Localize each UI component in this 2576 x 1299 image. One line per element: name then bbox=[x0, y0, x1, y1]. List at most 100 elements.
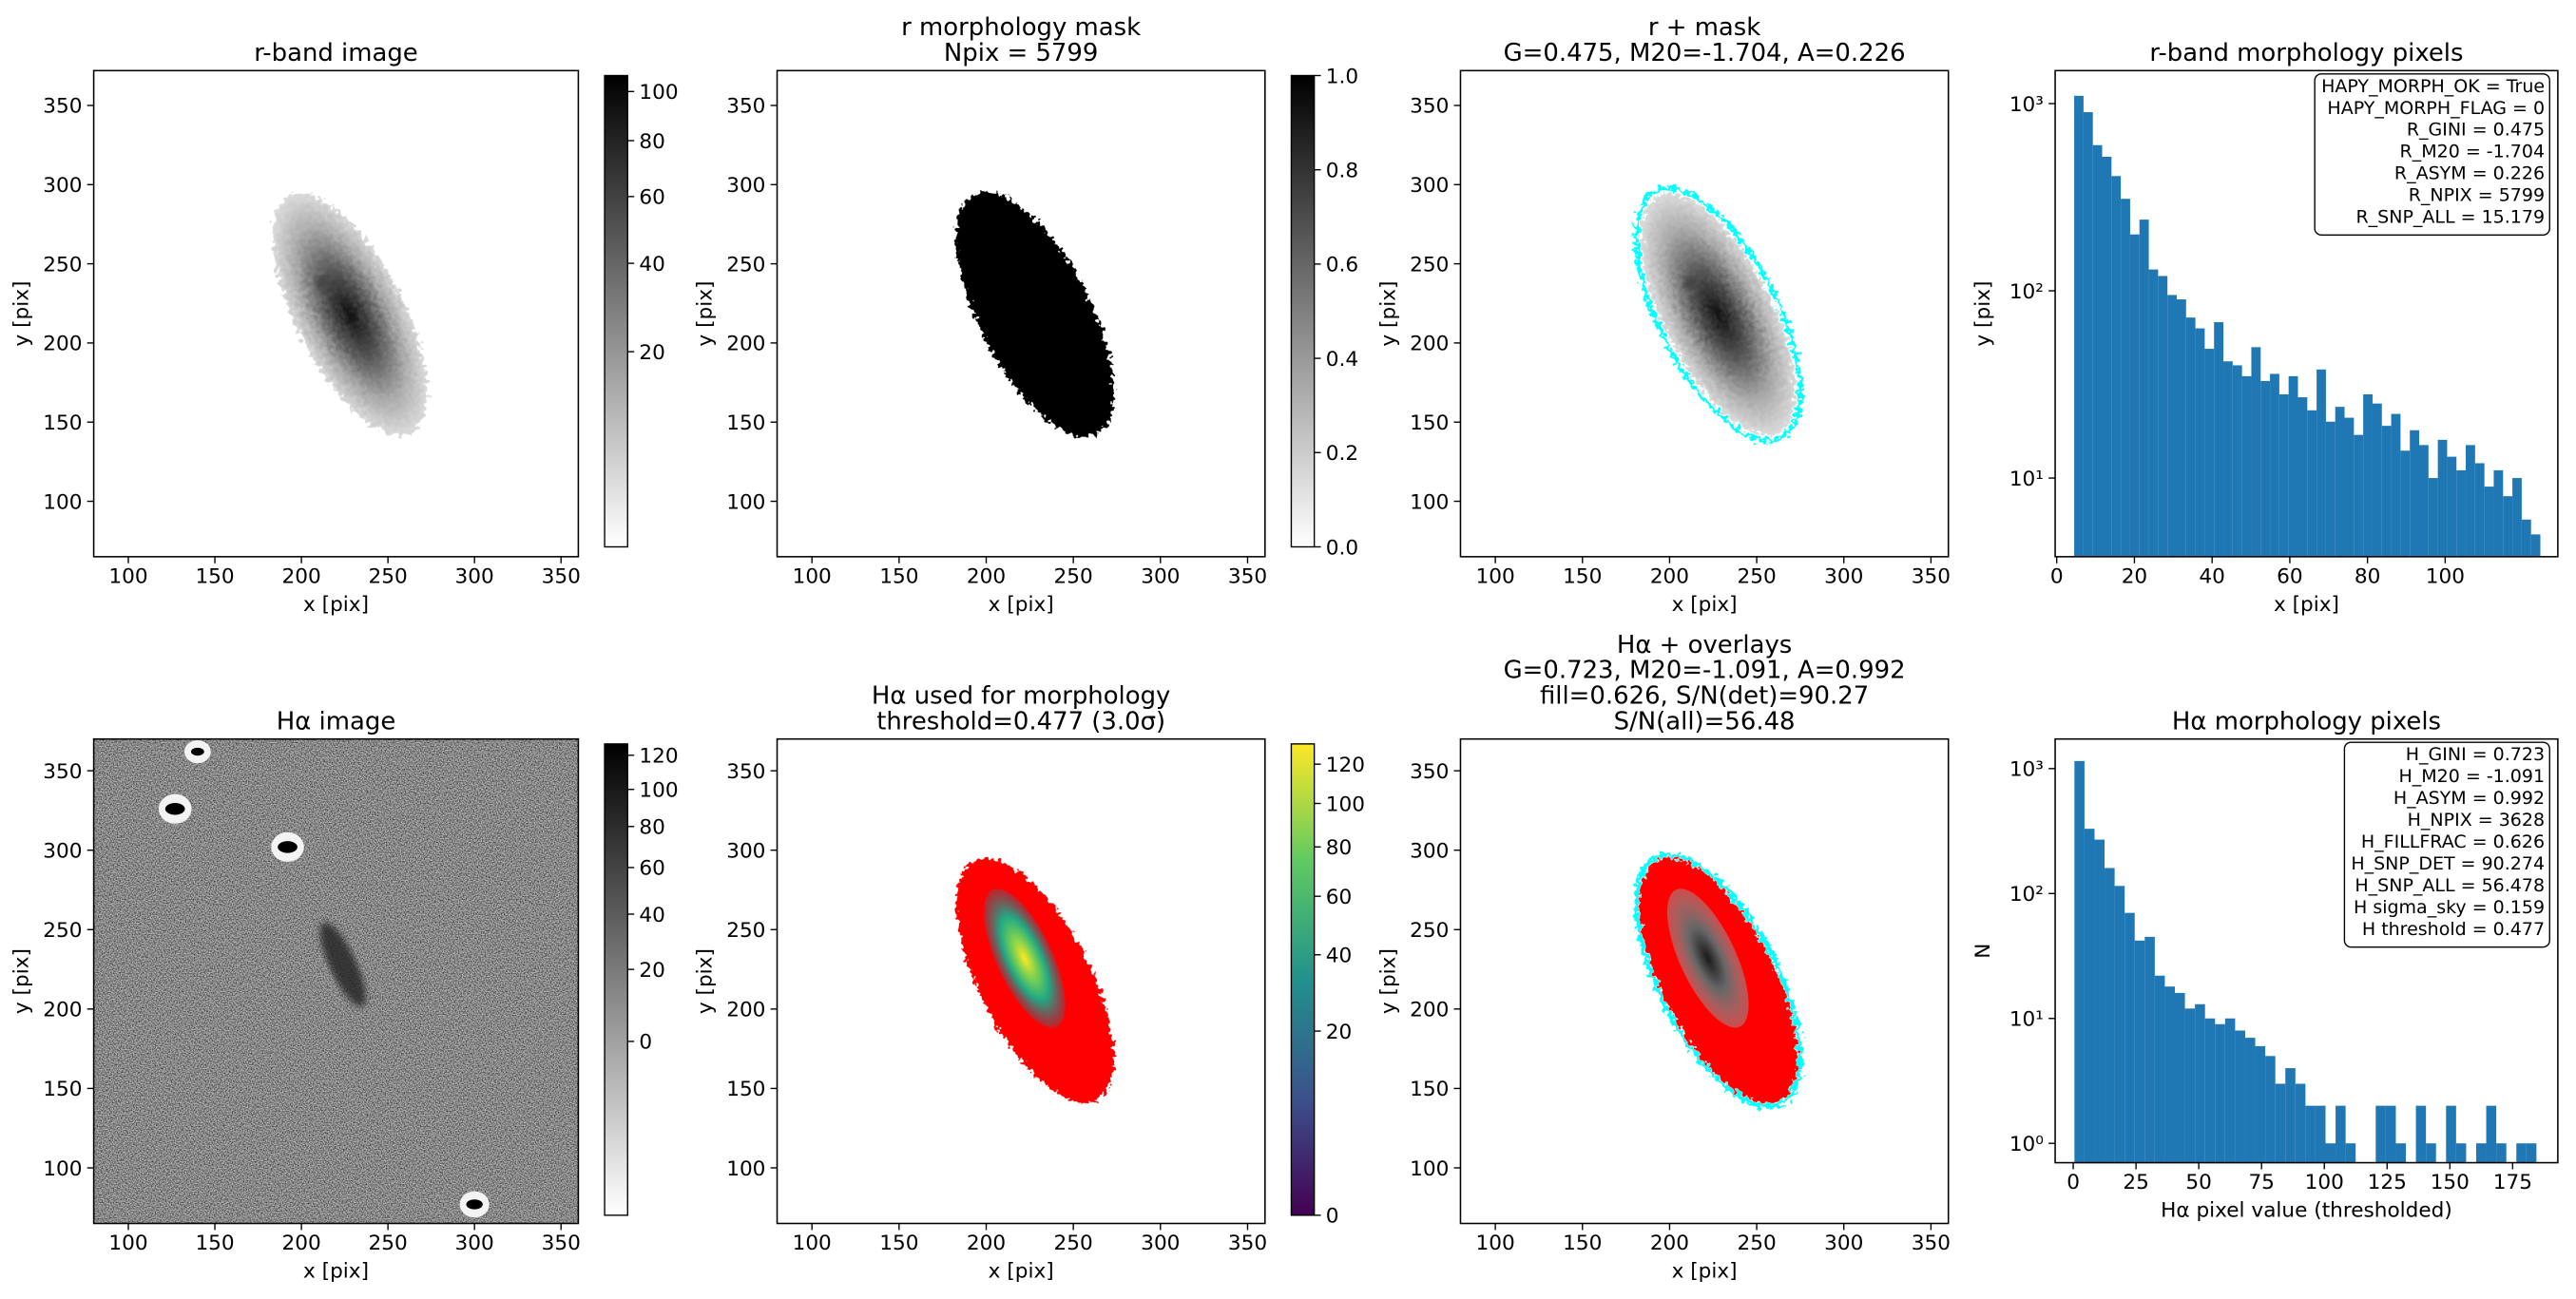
mask-contour bbox=[1634, 186, 1803, 443]
x-tick-label: 200 bbox=[967, 1232, 1006, 1255]
panel-title: S/N(all)=56.48 bbox=[1614, 707, 1796, 735]
star bbox=[466, 1199, 483, 1210]
histogram-bar bbox=[2223, 361, 2233, 557]
panel: 100 150 200 250 300 350 100 150 200 250 300 350 x [p… bbox=[693, 13, 1358, 617]
colorbar bbox=[1290, 743, 1316, 1216]
x-tick-label: 150 bbox=[2431, 1171, 2470, 1194]
star bbox=[164, 803, 185, 815]
y-tick-label: 250 bbox=[1410, 919, 1449, 943]
x-tick-label: 0 bbox=[2067, 1171, 2080, 1194]
panel-title: Hα image bbox=[277, 707, 395, 735]
y-tick-label: 150 bbox=[1410, 411, 1449, 435]
histogram-bar bbox=[2455, 1143, 2467, 1163]
y-tick-label: 250 bbox=[43, 919, 82, 943]
y-tick-label: 200 bbox=[43, 999, 82, 1022]
histogram-bar bbox=[2516, 1143, 2527, 1163]
x-tick-label: 350 bbox=[542, 565, 581, 589]
colorbar-tick-label: 20 bbox=[639, 341, 664, 365]
y-axis-label: y [pix] bbox=[1376, 281, 1400, 347]
histogram-bar bbox=[2278, 393, 2289, 557]
colorbar-tick-label: 20 bbox=[639, 959, 664, 983]
x-axis-label: x [pix] bbox=[989, 1260, 1054, 1284]
plot-area bbox=[777, 70, 1265, 557]
colorbar-tick-label: 100 bbox=[1326, 793, 1365, 816]
axes-frame bbox=[2054, 69, 2559, 558]
y-tick-label: 10³ bbox=[2009, 758, 2044, 782]
y-tick-label: 250 bbox=[726, 253, 765, 277]
histogram-bar bbox=[2124, 912, 2135, 1163]
histogram-bar bbox=[2244, 1038, 2256, 1163]
histogram-bar bbox=[2325, 421, 2336, 557]
histogram-bar bbox=[2335, 407, 2345, 557]
y-tick-label: 10³ bbox=[2009, 93, 2044, 117]
histogram-bar bbox=[2176, 299, 2186, 557]
histogram-bar bbox=[2255, 1045, 2266, 1163]
y-tick-label: 10⁰ bbox=[2009, 1133, 2044, 1156]
plot-area bbox=[2055, 70, 2558, 557]
colorbar-tick-label: 0.8 bbox=[1326, 159, 1358, 182]
histogram-bar bbox=[2241, 375, 2252, 557]
y-tick-label: 200 bbox=[43, 333, 82, 356]
colorbar-tick-label: 120 bbox=[1326, 754, 1365, 777]
y-tick-label: 250 bbox=[1410, 253, 1449, 277]
histogram-bar bbox=[2144, 936, 2155, 1163]
histogram-bar bbox=[2475, 1143, 2487, 1163]
x-tick-label: 150 bbox=[195, 1232, 234, 1255]
y-tick-label: 150 bbox=[726, 1078, 765, 1101]
y-tick-label: 10² bbox=[2009, 280, 2044, 304]
histogram-bar bbox=[2447, 456, 2457, 557]
histogram-bar bbox=[2232, 365, 2242, 557]
histogram-bar bbox=[2185, 317, 2196, 557]
colorbar-tick-label: 100 bbox=[639, 779, 678, 803]
x-tick-label: 300 bbox=[1141, 565, 1180, 589]
y-tick-label: 150 bbox=[43, 411, 82, 435]
star bbox=[278, 841, 298, 853]
histogram-bar bbox=[2391, 413, 2401, 557]
panel-title: Hα morphology pixels bbox=[2172, 707, 2441, 735]
x-tick-label: 100 bbox=[793, 565, 832, 589]
star bbox=[190, 747, 204, 756]
x-tick-label: 100 bbox=[1476, 565, 1515, 589]
histogram-bar bbox=[2426, 1143, 2436, 1163]
x-tick-label: 350 bbox=[1912, 565, 1951, 589]
colorbar-tick-label: 60 bbox=[639, 186, 664, 210]
histogram-bar bbox=[2195, 1003, 2205, 1163]
histogram-bar bbox=[2428, 478, 2438, 557]
x-tick-label: 300 bbox=[1141, 1232, 1180, 1255]
histogram-bar bbox=[2167, 295, 2177, 557]
mask-contour bbox=[1634, 852, 1803, 1109]
y-axis-label: y [pix] bbox=[1376, 948, 1400, 1014]
y-axis-label: N bbox=[1971, 944, 1995, 959]
x-tick-label: 100 bbox=[108, 565, 147, 589]
mask bbox=[955, 191, 1114, 437]
panel-title: G=0.723, M20=-1.091, A=0.992 bbox=[1504, 657, 1906, 685]
histogram-bar bbox=[2129, 234, 2140, 557]
x-tick-label: 175 bbox=[2493, 1171, 2532, 1194]
annotation-line: R_NPIX = 5799 bbox=[2409, 185, 2545, 206]
x-tick-label: 0 bbox=[2050, 565, 2064, 589]
y-tick-label: 350 bbox=[43, 760, 82, 784]
plot-area bbox=[1460, 738, 1949, 1224]
y-tick-label: 10² bbox=[2009, 883, 2044, 907]
histogram-bar bbox=[2354, 434, 2364, 557]
histogram-bar bbox=[2251, 347, 2261, 557]
histogram-bar bbox=[2325, 1143, 2336, 1163]
galaxy-knot bbox=[316, 276, 329, 290]
histogram-bar bbox=[2496, 1143, 2507, 1163]
galaxy-knot bbox=[1683, 276, 1698, 290]
panel-title: Hα + overlays bbox=[1617, 631, 1792, 659]
histogram-bar bbox=[2395, 1143, 2407, 1163]
histogram-bar bbox=[2363, 393, 2373, 557]
x-tick-label: 250 bbox=[369, 565, 408, 589]
x-tick-label: 20 bbox=[2122, 565, 2147, 589]
histogram-bar bbox=[2139, 220, 2149, 557]
panel-title: r-band morphology pixels bbox=[2149, 39, 2463, 67]
axes-frame bbox=[92, 69, 580, 558]
y-tick-label: 100 bbox=[43, 490, 82, 514]
colorbar-tick-label: 80 bbox=[639, 816, 664, 840]
panel: 100 150 200 250 300 350 100 150 200 250 300 350 x [p… bbox=[1376, 13, 1951, 617]
y-tick-label: 150 bbox=[1410, 1078, 1449, 1101]
